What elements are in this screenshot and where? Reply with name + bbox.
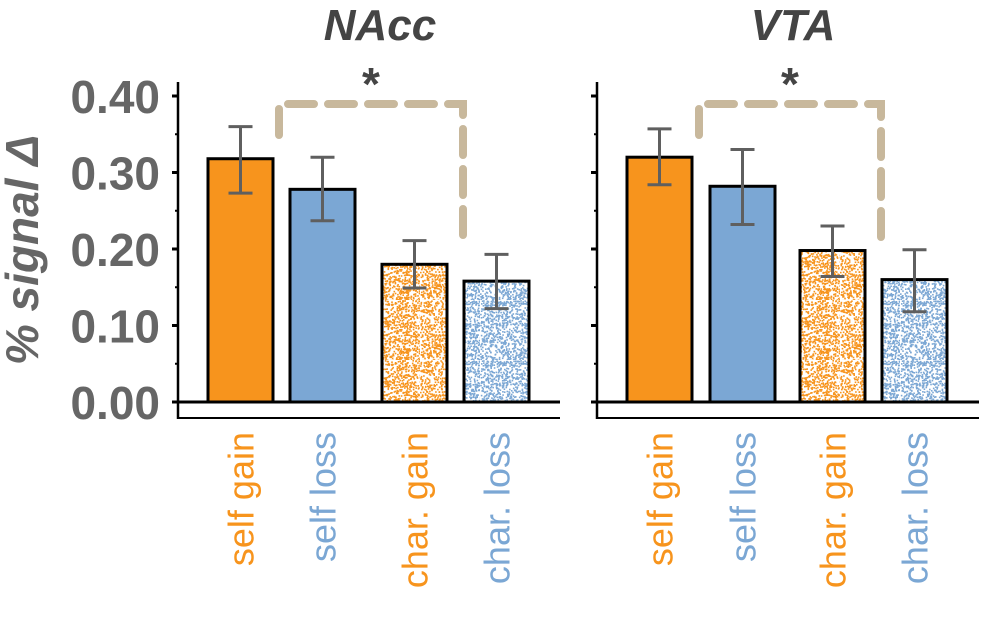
bar-self-gain [206, 157, 275, 404]
panel-title: VTA [751, 1, 836, 50]
y-tick-label: 0.20 [70, 224, 160, 276]
x-tick-label: char. gain [395, 432, 436, 588]
error-bar [402, 239, 427, 290]
x-tick-label: self gain [640, 432, 681, 566]
x-tick-label: self loss [303, 432, 344, 562]
error-bar [484, 252, 509, 311]
y-tick-label: 0.00 [70, 377, 160, 429]
error-bar [310, 155, 335, 223]
y-axis-label: % signal Δ [0, 135, 48, 365]
significance-bracket [275, 100, 467, 244]
error-bar [902, 248, 927, 314]
significance-bracket [695, 100, 885, 244]
significance-star: * [362, 58, 380, 110]
y-tick-label: 0.40 [70, 71, 160, 123]
x-tick-label: char. loss [477, 432, 518, 584]
error-bar [228, 125, 253, 195]
y-tick-label: 0.30 [70, 148, 160, 200]
error-bar [730, 148, 755, 227]
y-tick-label: 0.10 [70, 301, 160, 353]
panel-title: NAcc [324, 1, 437, 50]
panel-nacc: NAcc self gain self loss char. gain char. lo… [172, 1, 560, 588]
x-tick-label: char. gain [813, 432, 854, 588]
error-bar [820, 224, 845, 279]
panel-vta: VTA self gain self loss char. gain char. los… [591, 1, 979, 588]
bar-self-gain [625, 155, 694, 404]
bar-char-gain [380, 262, 449, 404]
x-tick-label: self loss [723, 432, 764, 562]
significance-star: * [781, 58, 799, 110]
x-tick-label: char. loss [895, 432, 936, 584]
x-tick-label: self gain [221, 432, 262, 566]
error-bar [647, 127, 672, 187]
